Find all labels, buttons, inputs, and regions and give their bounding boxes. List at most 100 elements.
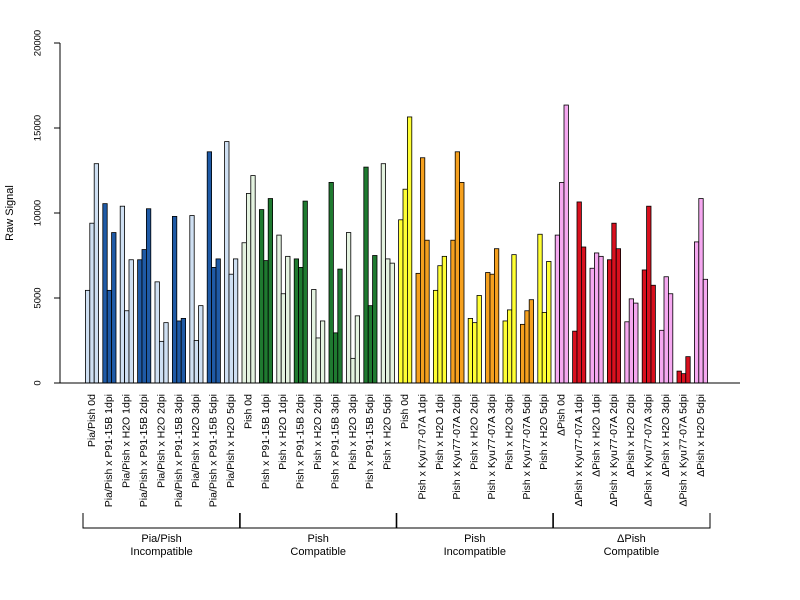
bar (406, 116, 413, 384)
bar (572, 330, 578, 384)
bar (424, 239, 430, 384)
bar (611, 222, 617, 384)
bar (681, 373, 687, 384)
bar (224, 141, 230, 384)
bar (624, 321, 630, 384)
group-bracket (552, 513, 711, 529)
x-tick-label: ΔPish x Kyu77-07A 5dpi (677, 394, 689, 507)
bar (454, 151, 461, 384)
bar (124, 310, 130, 384)
y-tick-label: 15000 (33, 115, 44, 141)
x-tick-label: ΔPish x Kyu77-07A 2dpi (608, 394, 620, 507)
bar (467, 317, 474, 384)
bar (298, 266, 304, 384)
bar (372, 255, 378, 384)
bar (537, 233, 543, 384)
bar (650, 284, 656, 384)
bars (85, 104, 709, 384)
bar (685, 356, 691, 384)
bar (102, 203, 108, 384)
x-tick-label: Pish x H2O 5dpi (382, 394, 394, 470)
y-axis-label: Raw Signal (4, 185, 16, 241)
bar (250, 175, 256, 384)
x-tick-label: ΔPish x H2O 5dpi (695, 394, 707, 477)
group-label-line2: Incompatible (130, 546, 192, 558)
y-tick-label: 5000 (33, 287, 44, 308)
group-label-line2: Incompatible (444, 546, 506, 558)
bar (145, 208, 152, 384)
x-tick-label: ΔPish x H2O 3dpi (660, 394, 672, 477)
x-tick-label: ΔPish x Kyu77-07A 1dpi (573, 394, 585, 507)
x-tick-label: Pish x Kyu77-07A 3dpi (486, 394, 498, 500)
bar (198, 305, 204, 384)
bar (598, 255, 604, 384)
bar (554, 234, 561, 384)
bar (511, 254, 517, 384)
bar (668, 293, 674, 384)
bar (337, 268, 343, 384)
bar (293, 258, 300, 384)
x-tick-label: Pish x Kyu77-07A 5dpi (521, 394, 533, 500)
bar (633, 302, 639, 384)
bar (493, 248, 500, 384)
bar (641, 269, 648, 384)
bar (154, 281, 160, 384)
bar (258, 209, 265, 384)
bar (663, 276, 669, 384)
bar (332, 332, 339, 384)
group-label-line1: Pish (307, 533, 328, 545)
x-tick-label: ΔPish 0d (556, 394, 568, 436)
bar (389, 262, 395, 384)
bar (85, 289, 91, 384)
bar (367, 305, 374, 384)
group-bracket (239, 513, 398, 529)
bar (354, 315, 361, 384)
bar (315, 337, 321, 384)
bar (698, 198, 704, 384)
bar (245, 193, 252, 384)
bar (563, 104, 569, 384)
bar (215, 258, 221, 384)
bar (432, 289, 439, 384)
bar (694, 241, 700, 384)
bar (232, 258, 239, 384)
x-tick-label: Pia/Pish x P91-15B 3dpi (173, 394, 185, 507)
bar (141, 249, 147, 384)
y-tick-label: 10000 (33, 200, 44, 226)
x-tick-label: Pish 0d (399, 394, 411, 429)
bar (546, 261, 552, 384)
bar (206, 151, 212, 384)
bar (176, 320, 182, 384)
bar (628, 298, 635, 384)
bar (528, 299, 535, 384)
bar (419, 157, 426, 384)
bar (285, 255, 291, 384)
bar (524, 310, 530, 384)
y-tick-label: 20000 (33, 30, 44, 56)
bar (646, 205, 652, 384)
bar (345, 232, 352, 384)
y-ticks: 0 5000 10000 15000 20000 (33, 30, 60, 386)
bar (594, 252, 600, 384)
x-tick-label: Pia/Pish x H2O 5dpi (225, 394, 237, 488)
x-tick-label: Pish x P91-15B 5dpi (364, 394, 376, 489)
x-tick-label: Pia/Pish x P91-15B 2dpi (138, 394, 150, 507)
bar (541, 312, 548, 384)
bar (441, 255, 448, 384)
bar (520, 323, 526, 384)
x-tick-label: ΔPish x H2O 2dpi (625, 394, 637, 477)
bar (363, 166, 369, 384)
bar (111, 232, 117, 384)
bar (472, 322, 478, 384)
bar (607, 259, 613, 384)
x-tick-label: Pish 0d (242, 394, 254, 429)
bar (241, 242, 247, 384)
x-tick-label: Pish x Kyu77-07A 2dpi (451, 394, 463, 500)
x-tick-label: Pish x H2O 1dpi (277, 394, 289, 470)
bar (615, 248, 622, 384)
group-label-line1: ΔPish (617, 533, 646, 545)
x-tick-label: Pish x H2O 2dpi (312, 394, 324, 470)
x-tick-label: Pish x P91-15B 2dpi (295, 394, 307, 489)
bar (193, 340, 199, 384)
